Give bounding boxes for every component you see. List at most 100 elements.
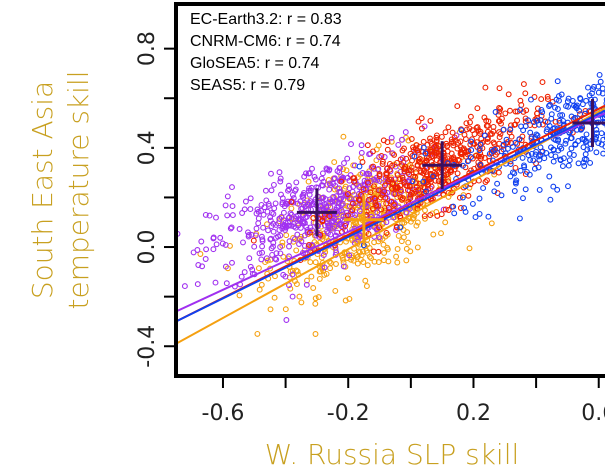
scatter-point (393, 223, 400, 230)
center-cross-marker (296, 188, 337, 237)
scatter-point (507, 107, 513, 114)
scatter-point (279, 239, 286, 246)
scatter-point (537, 144, 544, 151)
scatter-point (334, 168, 341, 175)
scatter-point (485, 118, 492, 125)
scatter-point (395, 232, 402, 239)
scatter-point (272, 200, 279, 207)
scatter-point (240, 239, 246, 246)
scatter-point (443, 172, 450, 178)
scatter-point (219, 240, 226, 247)
scatter-point (349, 207, 356, 214)
scatter-point (400, 234, 407, 241)
scatter-point (595, 89, 602, 96)
scatter-point (294, 231, 301, 238)
scatter-point (526, 171, 533, 178)
scatter-point (568, 113, 575, 120)
scatter-point (181, 283, 188, 290)
scatter-point (397, 187, 404, 193)
scatter-point (581, 156, 588, 163)
scatter-point (323, 204, 330, 211)
scatter-point (327, 196, 334, 203)
scatter-point (525, 117, 532, 124)
scatter-point (312, 259, 319, 266)
scatter-point (372, 200, 379, 207)
center-cross-marker (572, 99, 605, 148)
scatter-point (210, 234, 217, 241)
scatter-point (270, 228, 277, 235)
scatter-point (392, 191, 399, 197)
scatter-point (301, 173, 308, 180)
scatter-point (583, 137, 589, 144)
scatter-point (333, 193, 340, 200)
scatter-point (474, 105, 481, 112)
scatter-point (378, 153, 385, 159)
scatter-point (496, 105, 503, 111)
scatter-point (527, 129, 534, 136)
scatter-point (593, 130, 600, 137)
scatter-point (363, 170, 370, 177)
scatter-point (445, 207, 452, 213)
scatter-point (355, 196, 362, 203)
scatter-point (491, 141, 498, 147)
scatter-point (342, 297, 349, 304)
scatter-point (311, 173, 318, 180)
scatter-point (511, 188, 518, 194)
scatter-point (579, 101, 586, 108)
scatter-point (457, 205, 464, 211)
scatter-point (484, 128, 491, 135)
scatter-point (255, 220, 262, 227)
scatter-point (300, 220, 307, 227)
scatter-point (454, 170, 461, 177)
scatter-point (482, 84, 489, 91)
scatter-point (414, 219, 421, 226)
scatter-point (331, 223, 338, 230)
scatter-point (600, 150, 605, 157)
scatter-point (339, 200, 346, 207)
scatter-point (449, 129, 456, 136)
scatter-point (291, 236, 298, 243)
scatter-point (319, 194, 326, 201)
scatter-point (336, 221, 343, 228)
scatter-point (467, 154, 474, 161)
scatter-point (273, 234, 279, 241)
scatter-point (194, 281, 201, 288)
scatter-point (527, 157, 534, 163)
scatter-point (420, 200, 427, 207)
scatter-point (320, 252, 327, 259)
scatter-point (346, 185, 353, 192)
scatter-point (223, 280, 230, 287)
scatter-point (293, 213, 300, 220)
scatter-point (496, 134, 503, 141)
scatter-point (415, 156, 422, 163)
scatter-point (381, 249, 388, 256)
scatter-point (433, 209, 440, 215)
scatter-point (376, 171, 383, 178)
scatter-point (469, 200, 476, 207)
scatter-point (583, 131, 590, 138)
scatter-point (383, 219, 390, 226)
scatter-point (335, 218, 342, 225)
scatter-point (318, 175, 325, 182)
scatter-point (241, 269, 248, 276)
scatter-point (256, 250, 263, 257)
y-tick-label: 0.0 (135, 230, 160, 265)
scatter-point (442, 206, 449, 213)
scatter-point (379, 161, 386, 167)
scatter-point (509, 143, 516, 150)
scatter-point (213, 214, 219, 221)
scatter-point (466, 125, 473, 132)
scatter-point (334, 211, 341, 218)
scatter-point (348, 141, 354, 148)
scatter-point (370, 248, 377, 255)
scatter-point (445, 124, 452, 131)
scatter-point (312, 300, 319, 307)
scatter-point (422, 188, 429, 195)
scatter-point (354, 260, 361, 267)
scatter-point (253, 210, 260, 217)
scatter-point (312, 295, 319, 302)
scatter-point (370, 163, 377, 170)
scatter-point (376, 173, 383, 179)
scatter-point (463, 120, 470, 127)
scatter-point (325, 224, 332, 231)
